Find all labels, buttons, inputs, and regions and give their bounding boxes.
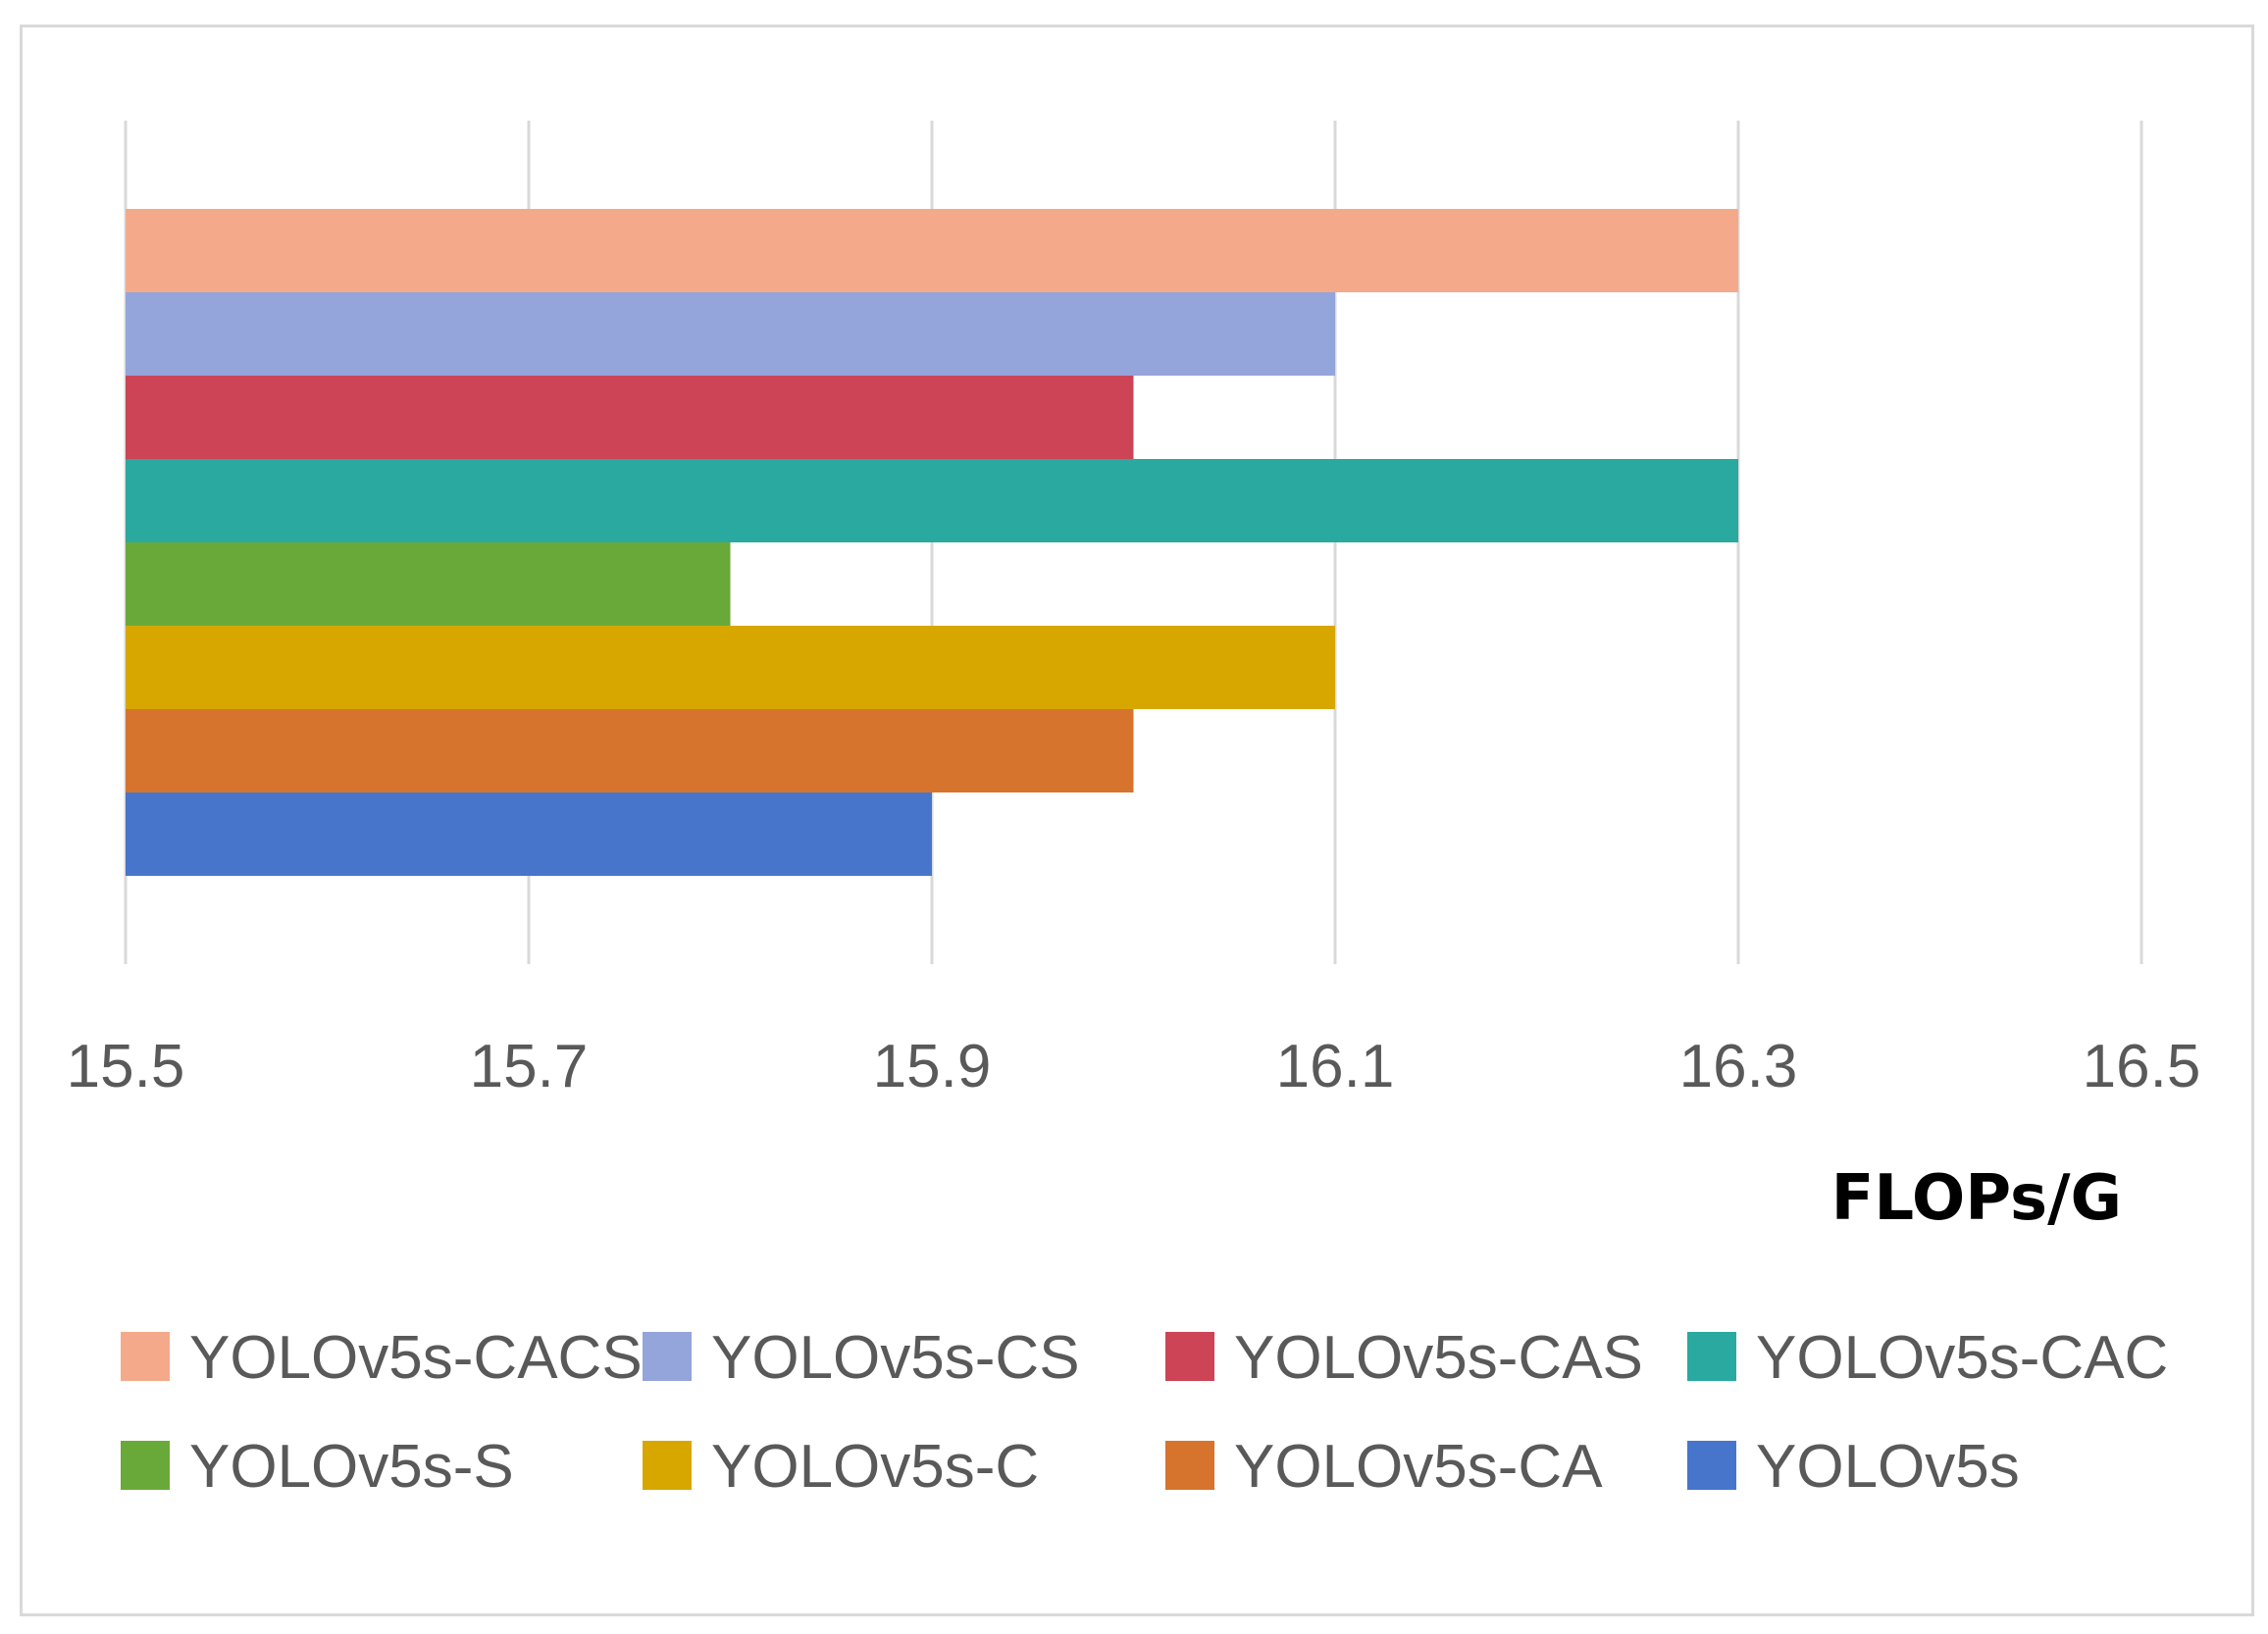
legend-item-yolov5s-s: YOLOv5s-S	[121, 1433, 514, 1501]
legend-item-yolov5s-cacs: YOLOv5s-CACS	[121, 1324, 643, 1392]
bar-yolov5s-cs	[126, 292, 1335, 376]
legend-swatch	[643, 1332, 692, 1381]
x-axis-title: FLOPs/G	[1831, 1162, 2122, 1235]
legend-label: YOLOv5s-CA	[1234, 1433, 1603, 1501]
legend-item-yolov5s: YOLOv5s	[1687, 1433, 2020, 1501]
bar-yolov5s-cac	[126, 459, 1738, 542]
legend-item-yolov5s-c: YOLOv5s-C	[643, 1433, 1039, 1501]
chart-frame: 15.5 15.7 15.9 16.1 16.3 16.5 FLOPs/G YOLOv5s…	[20, 25, 2254, 1616]
x-tick-label: 15.5	[67, 1033, 185, 1100]
legend-swatch	[1165, 1332, 1214, 1381]
legend-swatch	[121, 1441, 170, 1490]
legend-swatch	[1687, 1332, 1736, 1381]
bar-yolov5s-s	[126, 542, 731, 626]
legend-swatch	[121, 1332, 170, 1381]
bar-yolov5s-cas	[126, 376, 1134, 459]
legend-label: YOLOv5s	[1756, 1433, 2020, 1501]
x-tick-label: 15.9	[873, 1033, 992, 1100]
legend-swatch	[1687, 1441, 1736, 1490]
x-tick-label: 16.1	[1276, 1033, 1395, 1100]
legend-item-yolov5s-ca: YOLOv5s-CA	[1165, 1433, 1603, 1501]
x-tick-label: 16.5	[2083, 1033, 2201, 1100]
legend-label: YOLOv5s-C	[711, 1433, 1039, 1501]
legend-label: YOLOv5s-CS	[711, 1324, 1080, 1392]
bar-yolov5s	[126, 792, 932, 876]
x-tick-labels: 15.5 15.7 15.9 16.1 16.3 16.5	[67, 1033, 2201, 1100]
x-tick-label: 15.7	[470, 1033, 589, 1100]
legend: YOLOv5s-CACS YOLOv5s-CS YOLOv5s-CAS YOLOv5s…	[121, 1324, 2168, 1501]
bar-yolov5s-cacs	[126, 209, 1738, 292]
legend-swatch	[643, 1441, 692, 1490]
bar-chart: 15.5 15.7 15.9 16.1 16.3 16.5 FLOPs/G YOLOv5s…	[67, 121, 2201, 1501]
legend-item-yolov5s-cs: YOLOv5s-CS	[643, 1324, 1080, 1392]
legend-label: YOLOv5s-S	[189, 1433, 514, 1501]
legend-label: YOLOv5s-CACS	[189, 1324, 643, 1392]
legend-label: YOLOv5s-CAS	[1234, 1324, 1643, 1392]
x-tick-label: 16.3	[1679, 1033, 1798, 1100]
bars	[126, 209, 1738, 876]
bar-yolov5s-c	[126, 626, 1335, 709]
bar-yolov5s-ca	[126, 709, 1134, 792]
legend-item-yolov5s-cac: YOLOv5s-CAC	[1687, 1324, 2168, 1392]
legend-swatch	[1165, 1441, 1214, 1490]
legend-item-yolov5s-cas: YOLOv5s-CAS	[1165, 1324, 1643, 1392]
legend-label: YOLOv5s-CAC	[1756, 1324, 2168, 1392]
